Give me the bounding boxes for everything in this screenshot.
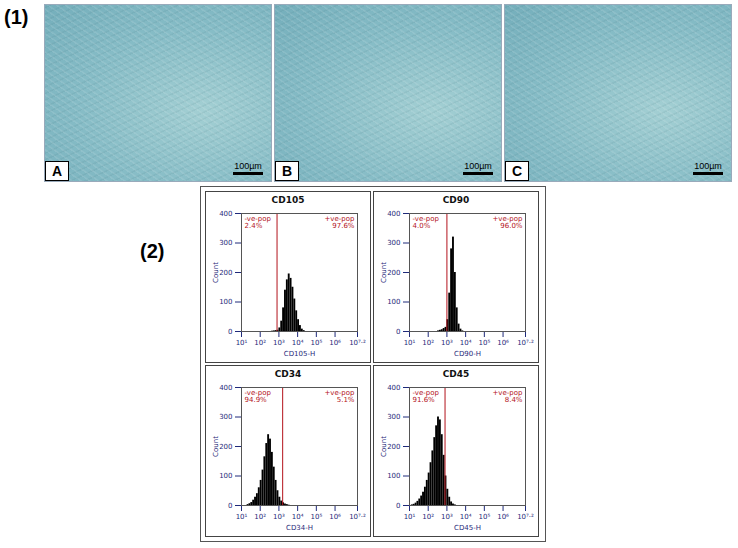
svg-text:Count: Count [380,262,388,283]
svg-text:200: 200 [219,269,232,277]
svg-text:400: 400 [219,384,232,392]
svg-text:-ve-pop94.9%: -ve-pop94.9% [245,389,272,404]
svg-text:-ve-pop91.6%: -ve-pop91.6% [413,389,440,404]
svg-text:100: 100 [387,298,400,306]
svg-text:10⁴: 10⁴ [292,513,304,521]
svg-text:CD34-H: CD34-H [286,524,313,532]
svg-text:300: 300 [219,413,232,421]
html-text:(1): (1) [4,6,29,28]
svg-text:10³: 10³ [273,339,285,347]
html-text:C: C [512,163,523,179]
svg-text:0: 0 [228,328,232,336]
html-text:100µm: 100µm [464,161,492,171]
svg-text:+ve-pop5.1%: +ve-pop5.1% [324,389,355,404]
html-text:B: B [282,163,293,179]
html-text:CD105: CD105 [271,195,305,205]
svg-text:10³: 10³ [441,339,453,347]
html-text:100µm: 100µm [234,161,262,171]
svg-text:10²: 10² [422,339,434,347]
svg-text:10²: 10² [254,339,266,347]
html-text:CD34: CD34 [274,369,302,379]
svg-text:10¹: 10¹ [404,339,416,347]
svg-text:10⁶: 10⁶ [329,513,341,521]
svg-text:10⁵: 10⁵ [478,339,490,347]
svg-text:-ve-pop2.4%: -ve-pop2.4% [245,215,272,230]
svg-text:0: 0 [228,502,232,510]
svg-text:+ve-pop96.0%: +ve-pop96.0% [492,215,523,230]
svg-text:Count: Count [380,436,388,457]
svg-text:200: 200 [387,269,400,277]
svg-text:+ve-pop97.6%: +ve-pop97.6% [324,215,355,230]
html-text:CD90: CD90 [442,195,470,205]
svg-text:10⁵: 10⁵ [310,513,322,521]
svg-text:10⁷·²: 10⁷·² [517,339,534,347]
svg-text:CD105-H: CD105-H [284,350,315,358]
svg-text:0: 0 [396,328,400,336]
svg-text:Count: Count [212,436,220,457]
svg-text:10⁷·²: 10⁷·² [349,339,366,347]
svg-text:200: 200 [387,443,400,451]
svg-text:10⁶: 10⁶ [329,339,341,347]
html-text:A: A [52,163,63,179]
svg-text:10⁶: 10⁶ [497,339,509,347]
svg-text:10⁵: 10⁵ [310,339,322,347]
svg-text:10¹: 10¹ [404,513,416,521]
svg-text:Count: Count [212,262,220,283]
svg-text:+ve-pop8.4%: +ve-pop8.4% [492,389,523,404]
html-text:CD45: CD45 [442,369,470,379]
html-text:(2): (2) [140,240,165,262]
svg-text:400: 400 [219,210,232,218]
svg-text:400: 400 [387,384,400,392]
svg-text:10⁴: 10⁴ [460,513,472,521]
svg-text:100: 100 [387,472,400,480]
svg-text:300: 300 [387,239,400,247]
svg-text:10²: 10² [254,513,266,521]
svg-text:10¹: 10¹ [236,339,248,347]
svg-text:10²: 10² [422,513,434,521]
svg-text:CD45-H: CD45-H [454,524,481,532]
svg-text:10³: 10³ [441,513,453,521]
svg-text:300: 300 [387,413,400,421]
svg-text:10⁷·²: 10⁷·² [517,513,534,521]
svg-text:10⁵: 10⁵ [478,513,490,521]
svg-text:CD90-H: CD90-H [454,350,481,358]
svg-text:10⁴: 10⁴ [460,339,472,347]
svg-text:10³: 10³ [273,513,285,521]
svg-text:0: 0 [396,502,400,510]
svg-text:-ve-pop4.0%: -ve-pop4.0% [413,215,440,230]
svg-text:10¹: 10¹ [236,513,248,521]
svg-text:400: 400 [387,210,400,218]
svg-text:100: 100 [219,298,232,306]
svg-text:10⁷·²: 10⁷·² [349,513,366,521]
svg-text:100: 100 [219,472,232,480]
svg-text:300: 300 [219,239,232,247]
svg-text:10⁴: 10⁴ [292,339,304,347]
svg-text:200: 200 [219,443,232,451]
svg-text:10⁶: 10⁶ [497,513,509,521]
html-text:100µm: 100µm [694,161,722,171]
